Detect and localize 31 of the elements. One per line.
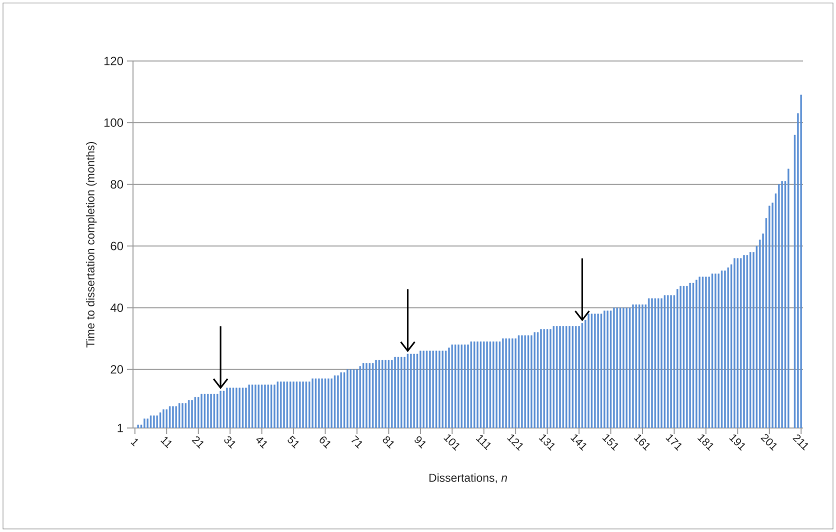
x-tick-label: 151 [602, 434, 618, 451]
y-axis-title: Time to dissertation completion (months) [86, 142, 97, 348]
x-tick-label: 141 [570, 434, 586, 451]
x-tick-label: 31 [224, 436, 236, 449]
x-tick-label: 101 [444, 434, 460, 451]
x-tick-label: 161 [634, 434, 650, 451]
y-tick-label: 1 [118, 424, 123, 432]
x-tick-label: 131 [538, 434, 555, 451]
y-tick-label: 40 [110, 303, 124, 312]
x-axis-title: Dissertations, n [429, 473, 507, 484]
x-tick-label: 211 [792, 434, 808, 450]
y-tick-label: 100 [104, 118, 124, 127]
x-tick-label: 111 [476, 435, 491, 450]
x-tick-label: 171 [666, 434, 682, 451]
y-tick-label: 60 [110, 242, 124, 250]
y-tick-label: 80 [110, 180, 124, 189]
x-tick-label: 71 [351, 435, 362, 449]
x-tick-label: 51 [288, 436, 299, 449]
x-tick-label: 1 [130, 438, 138, 446]
x-tick-label: 91 [414, 436, 426, 449]
x-tick-label: 61 [320, 436, 331, 449]
x-tick-label: 41 [256, 438, 268, 449]
x-tick-label: 81 [382, 436, 394, 449]
y-tick-label: 120 [104, 56, 124, 66]
x-tick-label: 11 [160, 436, 172, 448]
x-tick-label: 201 [760, 434, 777, 451]
y-tick-label: 20 [110, 365, 124, 374]
x-tick-label: 121 [507, 434, 523, 451]
x-tick-label: 191 [729, 434, 746, 451]
x-tick-label: 21 [192, 436, 204, 449]
x-tick-label: 181 [697, 434, 714, 451]
